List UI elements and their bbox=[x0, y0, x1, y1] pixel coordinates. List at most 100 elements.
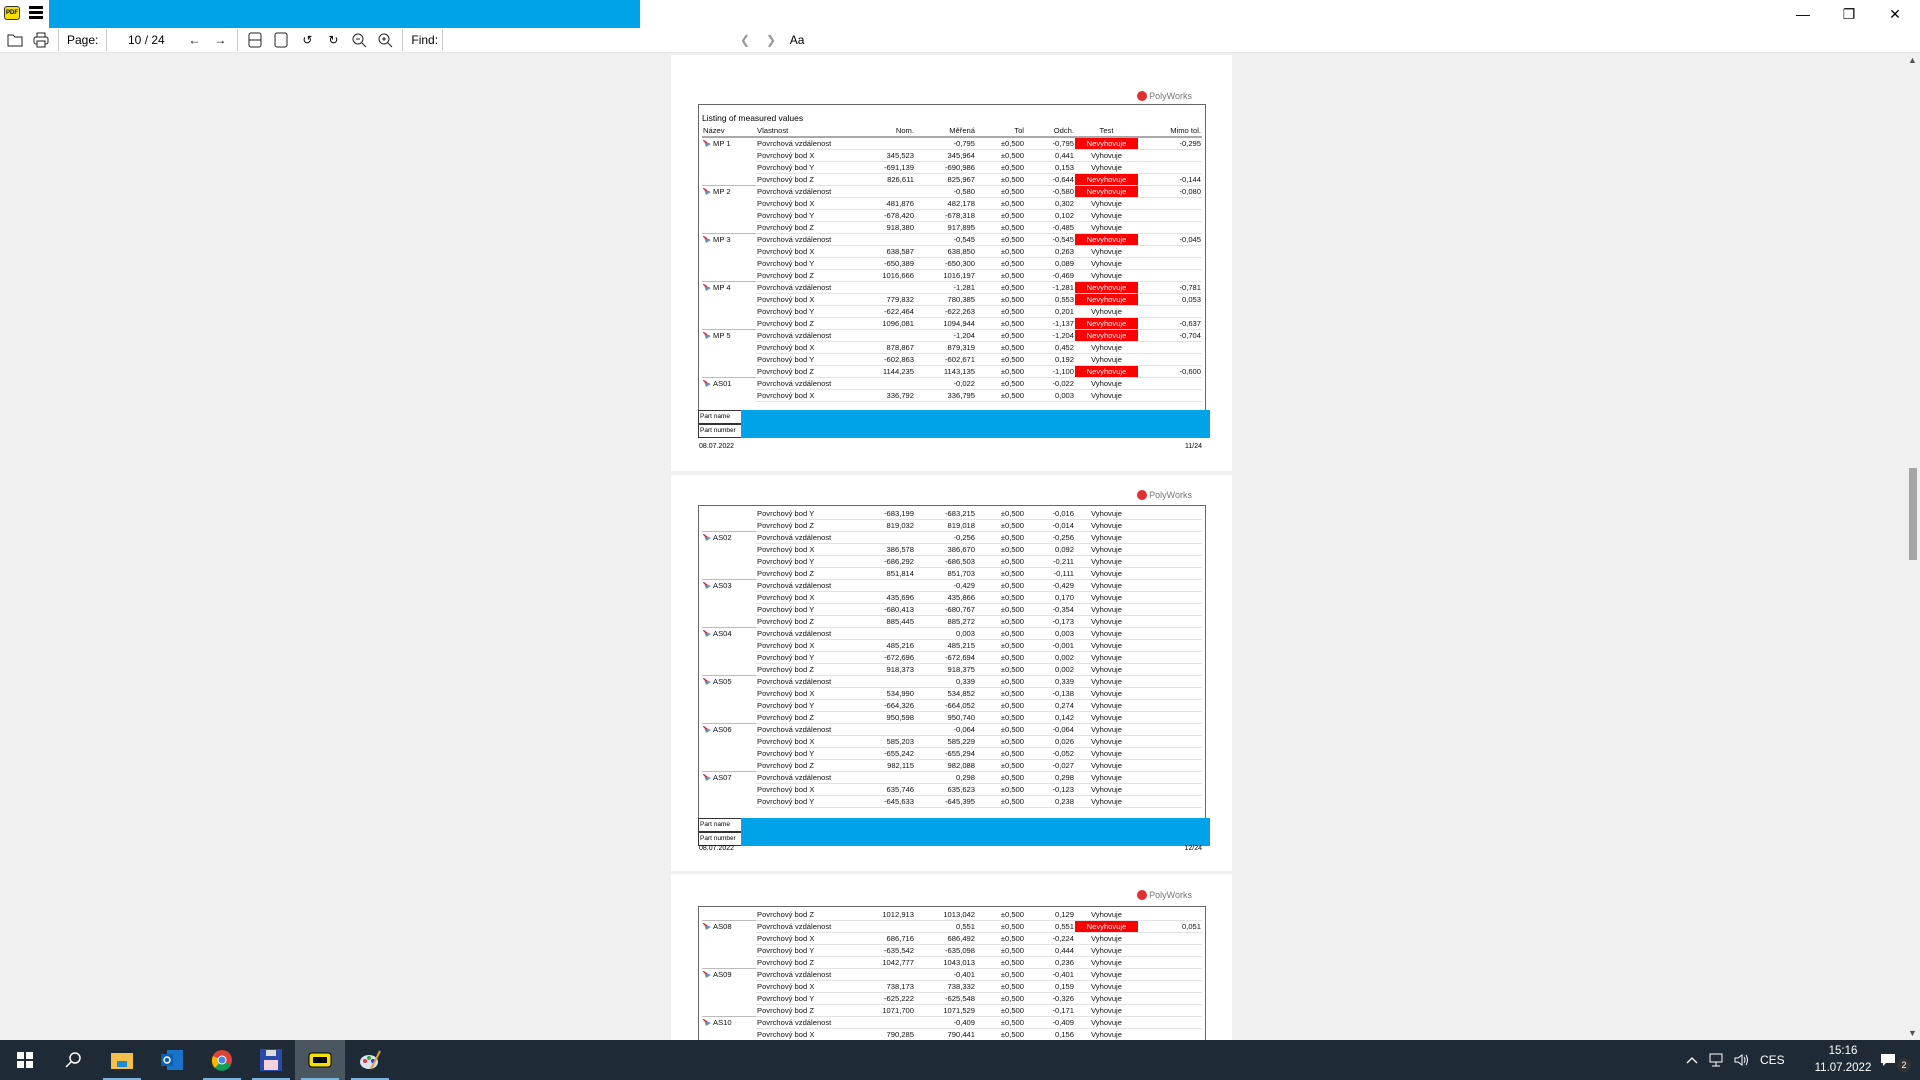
out-of-tolerance-cell: -0,144 bbox=[1138, 173, 1202, 186]
open-file-button[interactable] bbox=[2, 29, 28, 51]
table-row: Povrchový bod Z 1012,913 1013,042 ±0,500 0,1… bbox=[702, 909, 1202, 921]
notifications-button[interactable]: 2 bbox=[1880, 1040, 1918, 1080]
close-button[interactable]: ✕ bbox=[1872, 0, 1918, 28]
print-button[interactable] bbox=[28, 29, 54, 51]
match-case-button[interactable]: Aa bbox=[784, 29, 810, 51]
out-of-tolerance-cell bbox=[1138, 603, 1202, 616]
property-cell: Povrchový bod Y bbox=[756, 257, 870, 270]
restore-button[interactable]: ❐ bbox=[1826, 0, 1872, 28]
nominal-cell: 779,832 bbox=[870, 293, 915, 306]
property-cell: Povrchová vzdálenost bbox=[756, 723, 870, 736]
nominal-cell bbox=[870, 233, 915, 246]
out-of-tolerance-cell bbox=[1138, 1028, 1202, 1040]
table-row: Povrchový bod X 534,990 534,852 ±0,500 -0,13… bbox=[702, 687, 1202, 700]
deviation-cell: -0,001 bbox=[1025, 639, 1075, 652]
chrome-button[interactable] bbox=[197, 1040, 247, 1080]
save-disk-app-button[interactable] bbox=[246, 1040, 296, 1080]
chevron-right-icon: ❯ bbox=[766, 33, 777, 47]
table-row: Povrchový bod Z 1071,700 1071,529 ±0,500 -0,… bbox=[702, 1004, 1202, 1017]
file-explorer-button[interactable] bbox=[97, 1040, 147, 1080]
measured-values-table: Název Vlastnost Nom. Měřená Tol Odch. Test Mimo… bbox=[702, 125, 1202, 402]
measured-cell: 851,703 bbox=[915, 567, 976, 580]
fit-width-icon bbox=[248, 32, 262, 48]
zoom-in-button[interactable] bbox=[372, 29, 398, 51]
input-language[interactable]: CES bbox=[1760, 1053, 1785, 1067]
nominal-cell bbox=[870, 329, 915, 342]
system-tray: CES bbox=[1686, 1040, 1785, 1080]
test-result-cell: Vyhovuje bbox=[1075, 909, 1138, 921]
document-viewer[interactable]: PolyWorks Listing of measured values Náz… bbox=[0, 53, 1905, 1040]
zoom-out-button[interactable] bbox=[346, 29, 372, 51]
close-icon: ✕ bbox=[1889, 5, 1901, 22]
test-result-cell: Vyhovuje bbox=[1075, 579, 1138, 592]
fit-width-button[interactable] bbox=[242, 29, 268, 51]
table-row: MP 1 Povrchová vzdálenost -0,795 ±0,500 -0,7… bbox=[702, 136, 1202, 150]
windows-start-button[interactable] bbox=[0, 1040, 50, 1080]
show-hidden-icons-icon[interactable] bbox=[1686, 1055, 1698, 1065]
deviation-cell: 0,444 bbox=[1025, 944, 1075, 957]
nominal-cell: 738,173 bbox=[870, 980, 915, 993]
previous-page-button[interactable]: ← bbox=[181, 29, 207, 51]
find-previous-button[interactable]: ❮ bbox=[732, 29, 758, 51]
table-row: Povrchový bod Z 819,032 819,018 ±0,500 -0,01… bbox=[702, 519, 1202, 532]
property-cell: Povrchový bod X bbox=[756, 1028, 870, 1040]
measured-point-icon bbox=[703, 332, 711, 340]
measured-cell: 686,492 bbox=[915, 932, 976, 945]
report-page-number: 12/24 bbox=[1184, 845, 1202, 852]
nominal-cell: -691,139 bbox=[870, 161, 915, 174]
out-of-tolerance-cell: -0,781 bbox=[1138, 281, 1202, 294]
feature-name-cell bbox=[702, 1029, 756, 1041]
divider bbox=[106, 29, 108, 51]
tolerance-cell: ±0,500 bbox=[976, 329, 1025, 342]
measured-cell: 482,178 bbox=[915, 197, 976, 210]
nominal-cell: -622,464 bbox=[870, 305, 915, 318]
test-result-cell: Nevyhovuje bbox=[1075, 185, 1138, 198]
measured-cell: -625,548 bbox=[915, 992, 976, 1005]
next-page-button[interactable]: → bbox=[207, 29, 233, 51]
test-result-cell: Vyhovuje bbox=[1075, 305, 1138, 318]
network-icon[interactable] bbox=[1708, 1053, 1724, 1067]
feature-name-cell bbox=[702, 784, 756, 796]
deviation-cell: 0,002 bbox=[1025, 663, 1075, 676]
feature-name-cell: MP 2 bbox=[702, 185, 756, 198]
feature-name-cell: AS10 bbox=[702, 1016, 756, 1029]
paint-app-button[interactable] bbox=[345, 1040, 395, 1080]
report-title: Listing of measured values bbox=[702, 113, 804, 123]
measured-cell: 345,964 bbox=[915, 149, 976, 162]
rotate-right-button[interactable]: ↻ bbox=[320, 29, 346, 51]
deviation-cell: 0,238 bbox=[1025, 795, 1075, 808]
table-row: Povrchový bod X 336,792 336,795 ±0,500 0,003… bbox=[702, 389, 1202, 402]
out-of-tolerance-cell: -0,295 bbox=[1138, 137, 1202, 150]
rotate-left-button[interactable]: ↺ bbox=[294, 29, 320, 51]
minimize-button[interactable]: — bbox=[1780, 0, 1826, 28]
feature-name-cell bbox=[702, 246, 756, 258]
volume-icon[interactable] bbox=[1734, 1053, 1750, 1067]
scrollbar-thumb[interactable] bbox=[1909, 468, 1917, 560]
find-input[interactable] bbox=[442, 30, 602, 50]
clock[interactable]: 15:16 11.07.2022 bbox=[1808, 1040, 1878, 1080]
table-row: AS06 Povrchová vzdálenost -0,064 ±0,500 -0,0… bbox=[702, 723, 1202, 736]
feature-name-cell bbox=[702, 390, 756, 402]
hamburger-menu-icon[interactable] bbox=[29, 6, 43, 20]
page-number-input[interactable]: 10 / 24 bbox=[111, 33, 181, 47]
feature-name-cell bbox=[702, 306, 756, 318]
outlook-button[interactable] bbox=[147, 1040, 197, 1080]
nominal-cell: 336,792 bbox=[870, 389, 915, 402]
search-button[interactable] bbox=[48, 1040, 98, 1080]
scroll-down-icon[interactable]: ▼ bbox=[1908, 1028, 1917, 1038]
table-row: Povrchový bod X 779,832 780,385 ±0,500 0,553… bbox=[702, 293, 1202, 306]
property-cell: Povrchová vzdálenost bbox=[756, 531, 870, 544]
pdf-viewer-button[interactable] bbox=[295, 1040, 345, 1080]
find-next-button[interactable]: ❯ bbox=[758, 29, 784, 51]
feature-name-cell: AS08 bbox=[702, 920, 756, 933]
nominal-cell bbox=[870, 675, 915, 688]
test-result-cell: Vyhovuje bbox=[1075, 992, 1138, 1005]
scroll-up-icon[interactable]: ▲ bbox=[1908, 55, 1917, 65]
deviation-cell: -0,469 bbox=[1025, 269, 1075, 282]
pdf-app-icon[interactable]: PDF bbox=[4, 6, 20, 20]
out-of-tolerance-cell bbox=[1138, 389, 1202, 402]
vertical-scrollbar[interactable]: ▲ ▼ bbox=[1905, 53, 1920, 1040]
tolerance-cell: ±0,500 bbox=[976, 209, 1025, 222]
fit-page-button[interactable] bbox=[268, 29, 294, 51]
test-result-cell: Vyhovuje bbox=[1075, 161, 1138, 174]
